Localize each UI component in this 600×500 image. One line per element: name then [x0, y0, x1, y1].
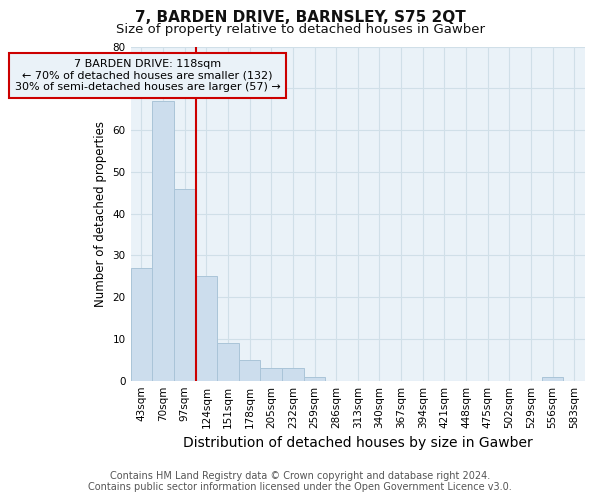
Bar [131, 268, 152, 380]
Bar [542, 376, 563, 380]
Text: Contains HM Land Registry data © Crown copyright and database right 2024.
Contai: Contains HM Land Registry data © Crown c… [88, 471, 512, 492]
X-axis label: Distribution of detached houses by size in Gawber: Distribution of detached houses by size … [183, 436, 533, 450]
Bar [282, 368, 304, 380]
Bar [217, 343, 239, 380]
Bar [174, 188, 196, 380]
Text: 7 BARDEN DRIVE: 118sqm
← 70% of detached houses are smaller (132)
30% of semi-de: 7 BARDEN DRIVE: 118sqm ← 70% of detached… [14, 59, 280, 92]
Bar [239, 360, 260, 380]
Text: 7, BARDEN DRIVE, BARNSLEY, S75 2QT: 7, BARDEN DRIVE, BARNSLEY, S75 2QT [134, 10, 466, 25]
Y-axis label: Number of detached properties: Number of detached properties [94, 120, 107, 306]
Bar [152, 101, 174, 380]
Bar [304, 376, 325, 380]
Text: Size of property relative to detached houses in Gawber: Size of property relative to detached ho… [115, 22, 485, 36]
Bar [260, 368, 282, 380]
Bar [196, 276, 217, 380]
